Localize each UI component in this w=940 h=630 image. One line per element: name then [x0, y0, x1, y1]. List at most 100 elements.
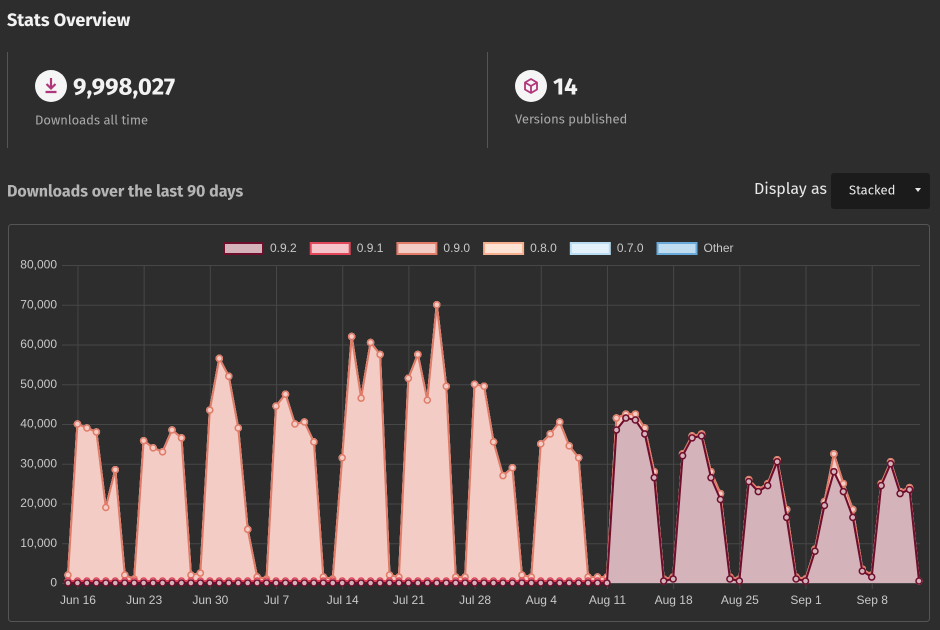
stat-label: Versions published: [515, 112, 627, 127]
y-tick-label: 30,000: [20, 456, 57, 470]
x-tick-label: Aug 18: [655, 593, 693, 607]
chart-frame: [8, 224, 930, 622]
data-point: [905, 485, 914, 494]
data-point: [262, 579, 271, 587]
data-point: [404, 579, 413, 587]
data-point: [206, 406, 214, 414]
display-label: Display as: [754, 180, 827, 199]
data-point: [886, 460, 895, 468]
data-point: [234, 579, 242, 587]
select-box[interactable]: [831, 173, 930, 209]
legend: 0.9.2 0.9.1 0.9.0 0.8.0 0.7.0 Other: [223, 241, 734, 255]
legend-swatch: [309, 242, 351, 255]
data-point: [678, 452, 687, 460]
data-point: [338, 454, 346, 462]
data-point: [83, 424, 91, 432]
data-point: [272, 579, 280, 587]
data-point: [139, 436, 148, 445]
page-title: Stats Overview: [7, 9, 131, 31]
data-point: [168, 426, 176, 434]
data-point: [187, 571, 195, 579]
data-point: [139, 579, 148, 587]
select-value[interactable]: Stacked: [849, 183, 895, 198]
x-tick-label: Jun 23: [126, 593, 162, 607]
data-point: [404, 374, 413, 383]
data-point: [243, 525, 252, 534]
data-point: [224, 579, 233, 587]
data-point: [158, 579, 167, 587]
data-point: [896, 489, 904, 498]
data-point: [376, 350, 384, 359]
y-tick-label: 40,000: [20, 417, 57, 431]
data-point: [291, 420, 299, 428]
legend-swatch: [223, 242, 264, 255]
data-point: [357, 394, 365, 402]
data-point: [489, 579, 498, 587]
data-point: [499, 471, 507, 480]
data-point: [433, 579, 441, 587]
data-point: [102, 503, 110, 512]
display-select[interactable]: Stacked: [831, 173, 930, 209]
x-tick-label: Jul 7: [264, 593, 290, 607]
data-point: [612, 426, 621, 434]
data-point: [631, 416, 640, 424]
data-point: [281, 579, 290, 587]
stat-value: 14: [553, 73, 578, 101]
data-point: [253, 579, 261, 587]
data-point: [820, 501, 829, 510]
y-tick-label: 10,000: [20, 536, 57, 550]
data-point: [168, 579, 176, 587]
y-tick-label: 0: [50, 576, 57, 590]
data-point: [120, 571, 129, 579]
legend-swatch: [656, 242, 698, 255]
legend-swatch: [569, 242, 611, 255]
data-point: [480, 579, 488, 587]
data-point: [773, 458, 781, 466]
x-tick-label: Aug 11: [589, 593, 626, 607]
data-point: [763, 481, 772, 490]
y-tick-label: 20,000: [20, 496, 57, 510]
data-point: [584, 579, 592, 587]
stat-value: 9,998,027: [73, 73, 175, 101]
data-point: [830, 467, 838, 476]
x-tick-label: Sep 8: [857, 593, 889, 607]
y-tick-label: 70,000: [20, 297, 57, 311]
data-point: [849, 513, 857, 522]
data-point: [83, 579, 91, 587]
legend-label: 0.9.2: [270, 241, 297, 255]
x-tick-label: Jul 14: [327, 593, 359, 607]
data-point: [357, 579, 365, 587]
data-point: [423, 579, 432, 587]
data-point: [102, 579, 110, 587]
data-point: [423, 396, 432, 404]
data-point: [177, 579, 186, 587]
data-point: [508, 463, 517, 472]
data-point: [716, 495, 725, 504]
data-point: [187, 579, 195, 587]
y-tick-label: 50,000: [20, 377, 57, 391]
data-point: [272, 402, 280, 410]
data-point: [593, 579, 602, 587]
data-point: [915, 577, 923, 585]
data-point: [376, 579, 384, 587]
x-tick-label: Jun 30: [192, 593, 228, 607]
data-point: [811, 547, 819, 555]
data-point: [555, 579, 564, 587]
data-point: [603, 579, 611, 587]
data-point: [707, 473, 715, 482]
data-point: [650, 473, 658, 482]
data-point: [414, 579, 422, 587]
data-point: [565, 442, 573, 450]
plot: [64, 301, 923, 587]
data-point: [745, 477, 753, 486]
data-point: [792, 575, 800, 583]
data-point: [338, 579, 346, 587]
select-arrow[interactable]: [915, 188, 921, 192]
data-point: [489, 438, 498, 446]
data-point: [385, 571, 394, 579]
data-point: [130, 579, 138, 587]
data-point: [385, 579, 394, 587]
data-point: [329, 579, 337, 587]
stat-label: Downloads all time: [35, 113, 148, 128]
data-point: [366, 579, 375, 587]
